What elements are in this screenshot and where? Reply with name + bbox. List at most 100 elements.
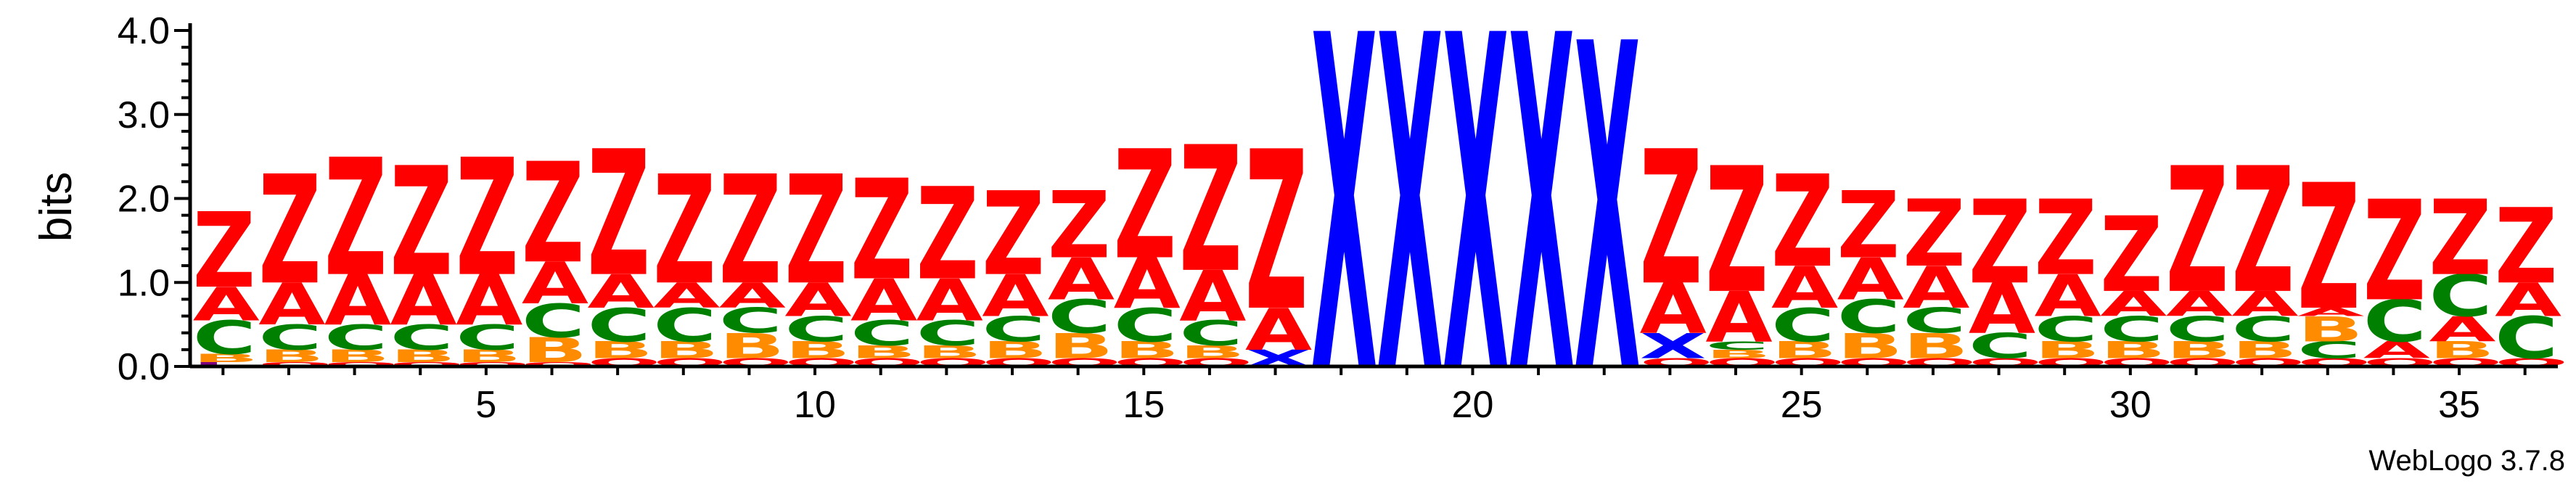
logo-letter-z: Z: [390, 136, 453, 310]
logo-letter-q: Q: [522, 361, 595, 368]
logo-letter-b: B: [982, 337, 1048, 364]
logo-letter-c: C: [2035, 310, 2098, 350]
logo-letter-z: Z: [587, 115, 649, 316]
logo-letter-x: X: [1443, 0, 1509, 475]
logo-letter-a: A: [390, 261, 457, 341]
logo-letter-b: B: [2297, 310, 2363, 350]
y-tick-label: 1.0: [118, 262, 170, 304]
logo-letter-x: X: [1377, 0, 1443, 475]
logo-letter-c: C: [916, 314, 980, 354]
logo-letter-b: B: [653, 337, 719, 364]
x-tick-label: 10: [794, 384, 836, 426]
logo-letter-b: B: [719, 327, 785, 366]
logo-letter-c: C: [1771, 298, 1834, 352]
logo-letter-z: Z: [916, 161, 979, 308]
logo-letter-b: B: [2429, 337, 2495, 364]
logo-letter-x: X: [1574, 0, 1641, 473]
logo-letter-z: Z: [2166, 131, 2228, 332]
logo-letter-q: Q: [324, 361, 398, 368]
logo-letter-b: B: [1705, 348, 1771, 361]
logo-letter-z: Z: [1179, 110, 1242, 311]
logo-letter-b: B: [1771, 337, 1837, 364]
logo-letter-a: A: [2495, 273, 2561, 327]
logo-letter-z: Z: [456, 126, 518, 313]
logo-letter-c: C: [522, 294, 585, 348]
logo-letter-b: B: [456, 346, 522, 366]
logo-letter-c: C: [2100, 310, 2163, 350]
logo-letter-c: C: [1837, 290, 1900, 344]
logo-letter-b: B: [1179, 343, 1245, 363]
logo-letter-b: B: [2035, 337, 2101, 364]
y-tick-label: 2.0: [118, 179, 170, 221]
logo-letter-a: A: [719, 276, 786, 316]
logo-letter-b: B: [587, 337, 653, 364]
logo-letter-a: A: [1837, 246, 1904, 313]
y-tick-label: 3.0: [118, 94, 170, 136]
logo-letter-x: X: [1640, 327, 1707, 366]
logo-letter-b: B: [1114, 337, 1180, 364]
logo-letter-z: Z: [653, 144, 715, 318]
logo-letter-z: Z: [1705, 131, 1768, 332]
logo-letter-a: A: [522, 250, 588, 317]
logo-letter-z: Z: [1903, 181, 1965, 288]
logo-letter-c: C: [324, 318, 387, 358]
logo-letter-q: Q: [258, 361, 332, 368]
logo-letter-a: A: [258, 271, 325, 337]
logo-letter-b: B: [1048, 327, 1114, 366]
logo-letter-a: A: [1969, 269, 2035, 349]
logo-letter-a: A: [1640, 269, 1707, 349]
logo-letter-a: A: [2035, 263, 2101, 329]
x-tick-label: 5: [475, 384, 496, 426]
x-tick-label: 15: [1123, 384, 1165, 426]
logo-letter-a: A: [1771, 254, 1838, 321]
logo-letter-c: C: [2231, 310, 2294, 350]
logo-letter-a: A: [2429, 310, 2495, 350]
logo-letter-a: A: [1048, 246, 1115, 313]
logo-letter-c: C: [1179, 314, 1242, 354]
logo-letter-b: B: [916, 343, 983, 363]
logo-letter-z: Z: [2363, 172, 2426, 332]
x-tick-label: 30: [2109, 384, 2152, 426]
logo-letter-a: A: [850, 267, 917, 334]
logo-letter-a: A: [1114, 245, 1181, 324]
logo-letter-z: Z: [982, 168, 1044, 302]
logo-letter-z: Z: [2495, 186, 2557, 307]
logo-letter-z: Z: [2429, 178, 2491, 298]
logo-letter-c: C: [719, 301, 782, 341]
logo-letter-z: Z: [784, 144, 847, 318]
logo-letter-a: A: [2231, 284, 2298, 324]
logo-letter-c: C: [784, 310, 848, 350]
logo-letter-c: C: [456, 318, 519, 358]
logo-letter-c: C: [1048, 290, 1111, 344]
logo-letter-b: B: [193, 352, 259, 365]
y-tick-label: 4.0: [118, 10, 170, 52]
y-axis: 0.0 1.0 2.0 3.0 4.0: [118, 10, 192, 388]
logo-letter-a: A: [324, 261, 391, 341]
logo-letter-a: A: [916, 267, 983, 334]
logo-letter-q: Q: [456, 361, 529, 368]
logo-letter-c: C: [653, 298, 716, 352]
weblogo-credit: WebLogo 3.7.8: [2368, 445, 2565, 477]
logo-letter-c: C: [2495, 305, 2558, 372]
logo-letter-c: C: [1969, 327, 2032, 366]
logo-letter-c: C: [587, 298, 650, 352]
logo-letter-b: B: [522, 331, 588, 371]
x-tick-label: 20: [1452, 384, 1494, 426]
logo-letter-z: Z: [1969, 176, 2031, 310]
logo-letter-z: Z: [1245, 105, 1308, 360]
x-axis: 5 10 15 20 25 30 35: [190, 364, 2558, 426]
logo-letter-z: Z: [2297, 148, 2360, 349]
logo-letter-c: C: [258, 318, 321, 358]
logo-letter-a: A: [1903, 254, 1969, 321]
logo-letter-x: X: [1310, 0, 1377, 475]
logo-letter-q: Q: [390, 361, 464, 368]
logo-letter-a: A: [456, 261, 522, 341]
logo-letter-z: Z: [2100, 194, 2162, 315]
logo-letter-a: A: [193, 277, 260, 331]
logo-letter-z: Z: [2035, 178, 2097, 298]
logo-letter-z: Z: [850, 151, 913, 311]
logo-letter-z: Z: [324, 126, 387, 313]
logo-letter-z: Z: [2231, 131, 2294, 332]
logo-letter-a: A: [1245, 296, 1312, 363]
